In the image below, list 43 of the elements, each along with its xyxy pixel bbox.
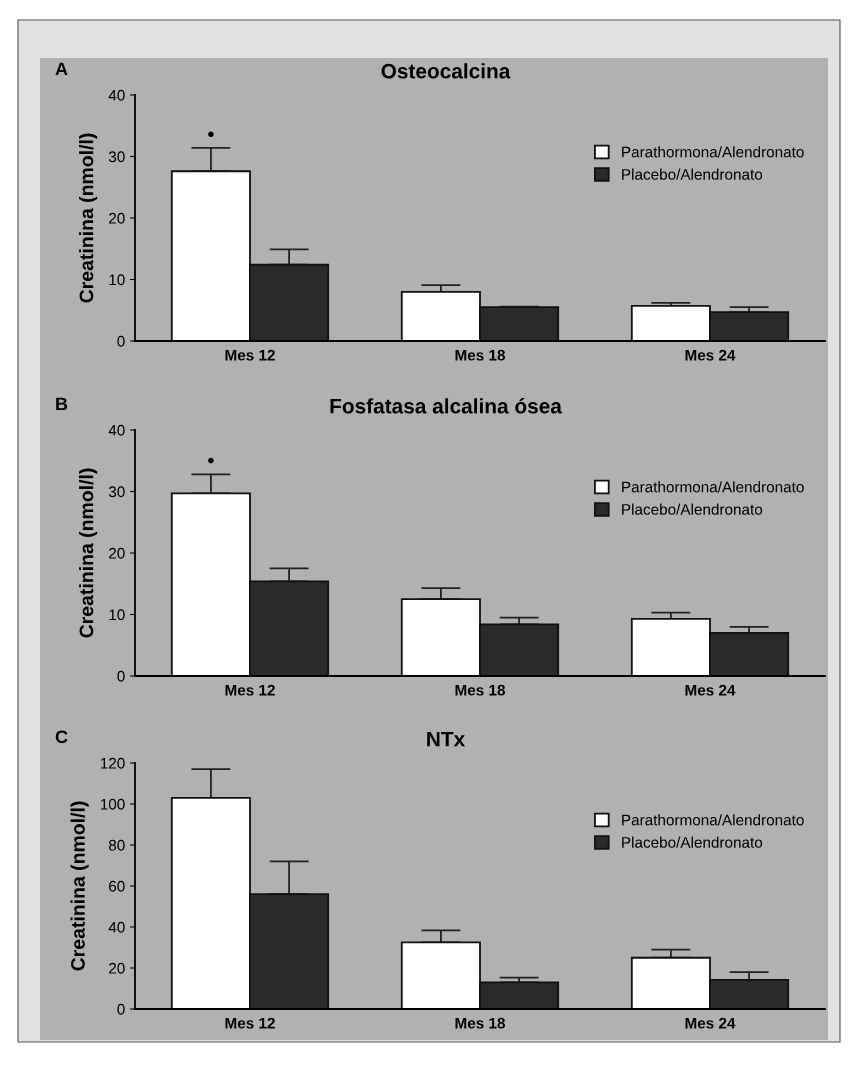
text: C: [55, 730, 68, 744]
y-tick-label: 10: [109, 274, 125, 286]
y-tick-label: 60: [109, 880, 125, 892]
y-tick-label: 80: [108, 839, 125, 851]
x-tick-label: Mes 12: [225, 684, 275, 696]
x-tick-label: Mes 12: [225, 349, 275, 361]
y-tick-label: 0: [117, 335, 125, 347]
y-tick-label: 20: [109, 547, 125, 559]
annotation: •: [208, 457, 214, 464]
y-axis-title: Creatinina (nmol/l): [79, 133, 98, 303]
legend-label: Placebo/Alendronato: [622, 503, 763, 515]
y-tick-label: 120: [100, 757, 125, 769]
y-tick-label: 100: [100, 798, 125, 810]
y-tick-label: 40: [108, 921, 125, 933]
y-tick-label: 0: [117, 1003, 125, 1015]
y-tick-label: 20: [109, 962, 125, 974]
x-tick-label: Mes 12: [225, 1017, 275, 1029]
annotation: •: [208, 131, 214, 137]
x-tick-label: Mes 24: [685, 1017, 736, 1029]
y-tick-label: 40: [108, 89, 125, 101]
y-tick-label: 30: [108, 486, 125, 498]
y-tick-label: 0: [117, 670, 125, 682]
y-axis-title: Creatinina (nmol/l): [70, 801, 89, 971]
y-tick-label: 40: [108, 424, 125, 436]
chart-title: Fosfatasa alcalina ósea: [330, 398, 563, 414]
x-tick-label: Mes 24: [685, 684, 736, 696]
text: B: [56, 397, 68, 411]
legend-label: Parathormona/Alendronato: [622, 481, 804, 493]
legend-label: Placebo/Alendronato: [622, 168, 763, 180]
legend-label: Parathormona/Alendronato: [622, 146, 804, 158]
y-tick-label: 20: [109, 212, 125, 224]
y-tick-label: 30: [108, 151, 125, 163]
x-tick-label: Mes 18: [455, 349, 506, 361]
y-tick-label: 10: [109, 609, 125, 621]
chart-title: NTx: [427, 732, 466, 747]
legend-label: Placebo/Alendronato: [622, 836, 763, 848]
x-tick-label: Mes 18: [455, 684, 506, 696]
chart-title: Osteocalcina: [381, 63, 511, 79]
x-tick-label: Mes 18: [455, 1017, 506, 1029]
text: A: [55, 62, 68, 76]
legend-label: Parathormona/Alendronato: [622, 814, 804, 826]
x-tick-label: Mes 24: [685, 349, 736, 361]
y-axis-title: Creatinina (nmol/l): [79, 468, 98, 638]
